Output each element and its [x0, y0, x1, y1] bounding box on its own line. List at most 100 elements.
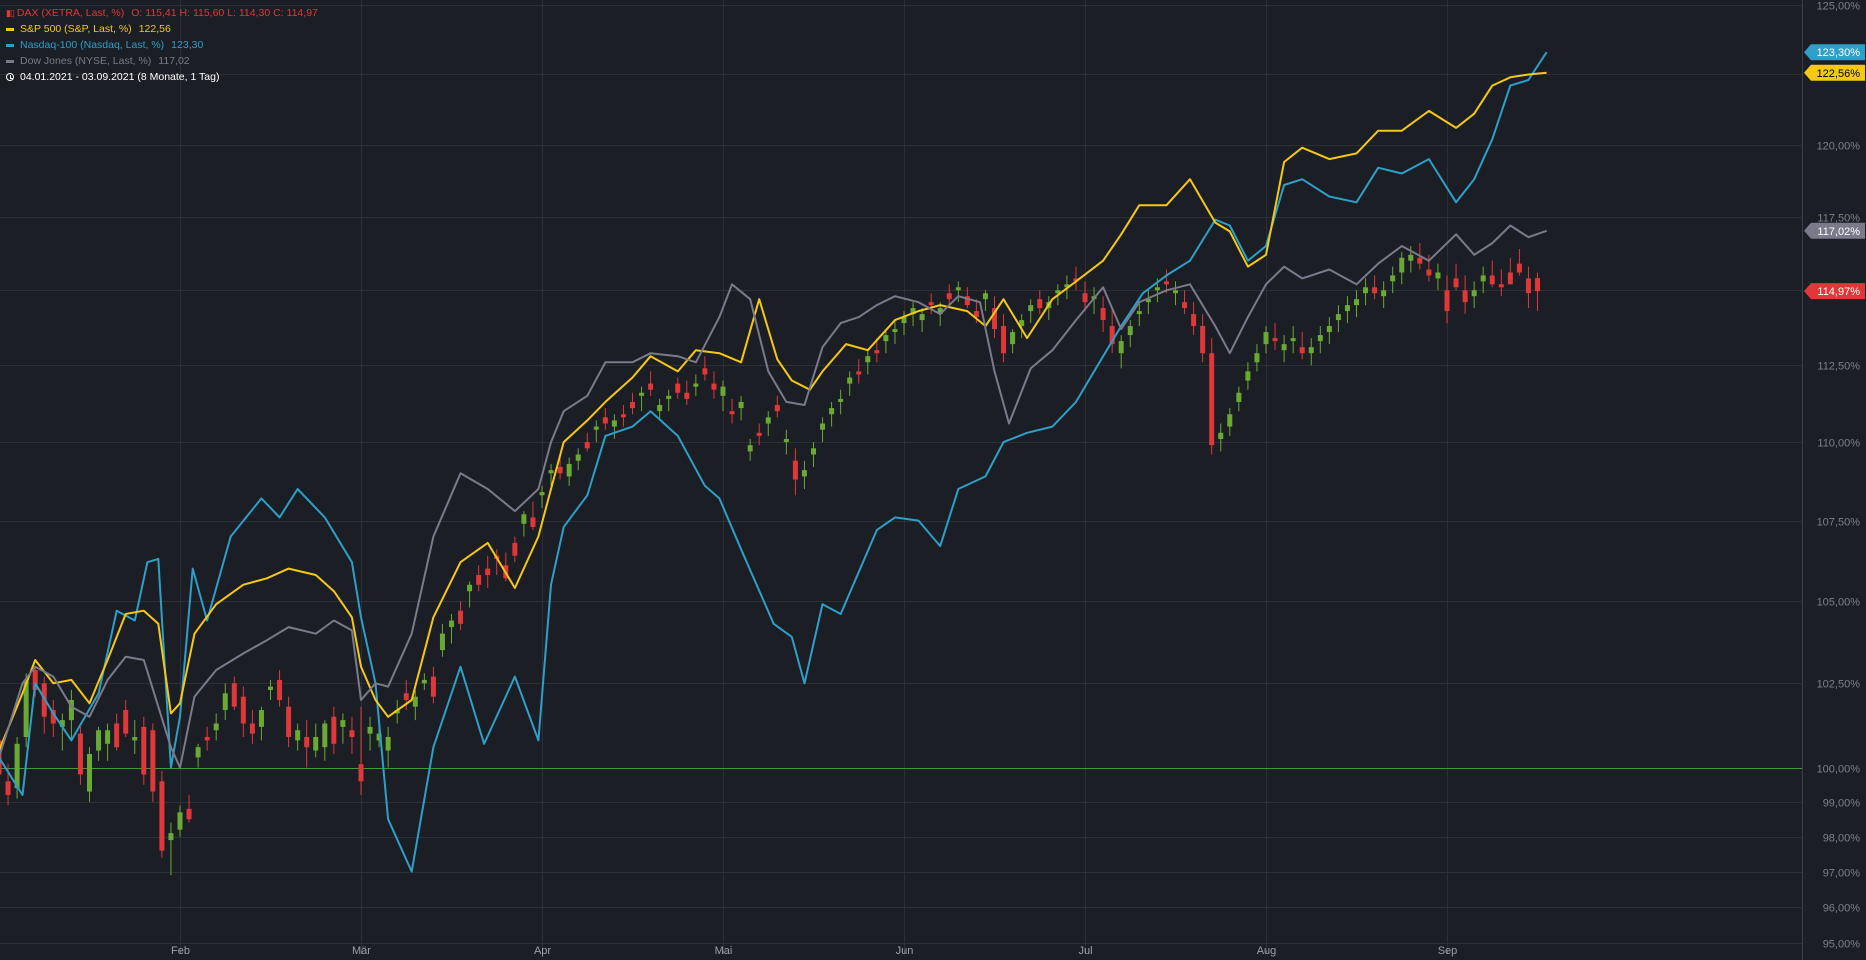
candle-body — [847, 377, 853, 384]
candle-body — [403, 693, 409, 700]
legend-dax-ohlc: O: 115,41 H: 115,60 L: 114,30 C: 114,97 — [131, 7, 318, 19]
candle-body — [1010, 332, 1016, 345]
candle-body — [1272, 338, 1278, 342]
candle-body — [946, 293, 952, 300]
x-tick-label: Sep — [1438, 945, 1458, 957]
candle-body — [1163, 281, 1169, 285]
legend-sp500[interactable]: S&P 500 (S&P, Last, %) 122,56 — [6, 21, 318, 37]
candle-body — [0, 740, 2, 775]
candle-body — [1200, 326, 1206, 354]
candle-body — [1335, 314, 1341, 321]
candle-body — [277, 679, 283, 700]
legend-sp500-value: 122,56 — [138, 23, 171, 35]
candle-body — [1118, 341, 1124, 354]
legend-dow[interactable]: Dow Jones (NYSE, Last, %) 117,02 — [6, 53, 318, 69]
candle-body — [1064, 284, 1070, 288]
legend-nasdaq[interactable]: Nasdaq-100 (Nasdaq, Last, %) 123,30 — [6, 37, 318, 53]
candle-body — [23, 679, 29, 738]
candle-body — [141, 726, 147, 775]
candle-body — [1001, 326, 1007, 354]
candle-body — [774, 405, 780, 412]
y-tick-label: 95,00% — [1823, 939, 1861, 951]
x-tick-label: Mär — [352, 945, 371, 957]
candle-body — [421, 679, 427, 684]
last-value-text: 122,56% — [1817, 68, 1861, 80]
last-value-text: 123,30% — [1817, 47, 1861, 59]
candle-body — [548, 470, 554, 474]
candle-body — [611, 420, 617, 427]
candle-body — [883, 335, 889, 342]
y-tick-label: 120,00% — [1817, 141, 1861, 153]
candle-body — [258, 710, 264, 727]
candle-body — [268, 686, 273, 690]
last-value-tag — [1804, 44, 1865, 61]
legend-range: 04.01.2021 - 03.09.2021 (8 Monate, 1 Tag… — [6, 69, 318, 85]
candle-body — [1525, 278, 1531, 294]
candle-body — [765, 417, 771, 424]
candle-body — [1317, 335, 1323, 342]
axis-background — [1802, 0, 1866, 960]
candle-body — [231, 683, 237, 707]
candle-body — [159, 781, 165, 851]
candle-body — [684, 392, 690, 399]
candle-body — [955, 287, 961, 291]
x-axis: Feb Mär Apr Mai Jun Jul Aug Sep — [171, 945, 1457, 957]
candle-body — [693, 383, 699, 387]
candle-body — [1471, 290, 1477, 297]
candle-body — [213, 723, 219, 731]
candle-body — [467, 584, 473, 592]
candle-body — [123, 710, 129, 734]
candle-body — [512, 542, 518, 556]
candle-body — [485, 568, 491, 576]
candle-body — [602, 417, 608, 424]
candle-body — [177, 812, 183, 830]
candle-body — [249, 723, 255, 734]
candle-body — [720, 386, 726, 396]
legend-dax[interactable]: ▮▯ DAX (XETRA, Last, %) O: 115,41 H: 115… — [6, 5, 318, 21]
candle-body — [430, 676, 436, 697]
candle-body — [982, 293, 988, 300]
y-tick-label: 117,50% — [1817, 213, 1860, 225]
y-tick-label: 100,00% — [1817, 764, 1861, 776]
last-value-labels: 123,30% 122,56% 117,02% 114,97% — [1804, 44, 1865, 300]
candle-body — [1417, 257, 1423, 264]
candle-body — [1498, 284, 1504, 288]
candle-body — [792, 460, 798, 480]
candle-body — [801, 470, 807, 477]
candle-body — [1290, 338, 1296, 342]
plot-background — [0, 0, 1802, 960]
candle-body — [132, 737, 138, 741]
legend-range-text: 04.01.2021 - 03.09.2021 (8 Monate, 1 Tag… — [20, 71, 220, 83]
candle-body — [1308, 347, 1314, 354]
candle-body — [1462, 290, 1468, 303]
candle-body — [865, 356, 871, 363]
candle-body — [1444, 290, 1450, 312]
candle-body — [150, 730, 156, 792]
candle-body — [874, 350, 880, 354]
candle-body — [1363, 287, 1369, 294]
candle-body — [620, 414, 626, 418]
candle-body — [1182, 302, 1188, 309]
candle-body — [1535, 278, 1540, 292]
candle-body — [222, 693, 228, 711]
y-tick-label: 99,00% — [1823, 798, 1861, 810]
candle-body — [1209, 353, 1215, 446]
candle-body — [1082, 293, 1088, 303]
candle-body — [1453, 278, 1459, 288]
series-line — [0, 71, 1547, 751]
clock-icon — [6, 73, 14, 81]
candle-body — [1109, 326, 1115, 345]
candle-body — [820, 423, 826, 430]
candle-body — [1426, 269, 1432, 276]
candle-body — [68, 699, 74, 721]
candle-body — [530, 517, 536, 527]
y-tick-label: 125,00% — [1817, 1, 1861, 13]
candle-body — [910, 308, 916, 315]
candle-body — [195, 747, 201, 758]
candle-body — [1028, 305, 1034, 312]
candle-body — [756, 432, 762, 436]
candle-body — [1145, 299, 1151, 303]
last-value-tag — [1804, 64, 1865, 81]
candle-body — [1516, 263, 1522, 273]
